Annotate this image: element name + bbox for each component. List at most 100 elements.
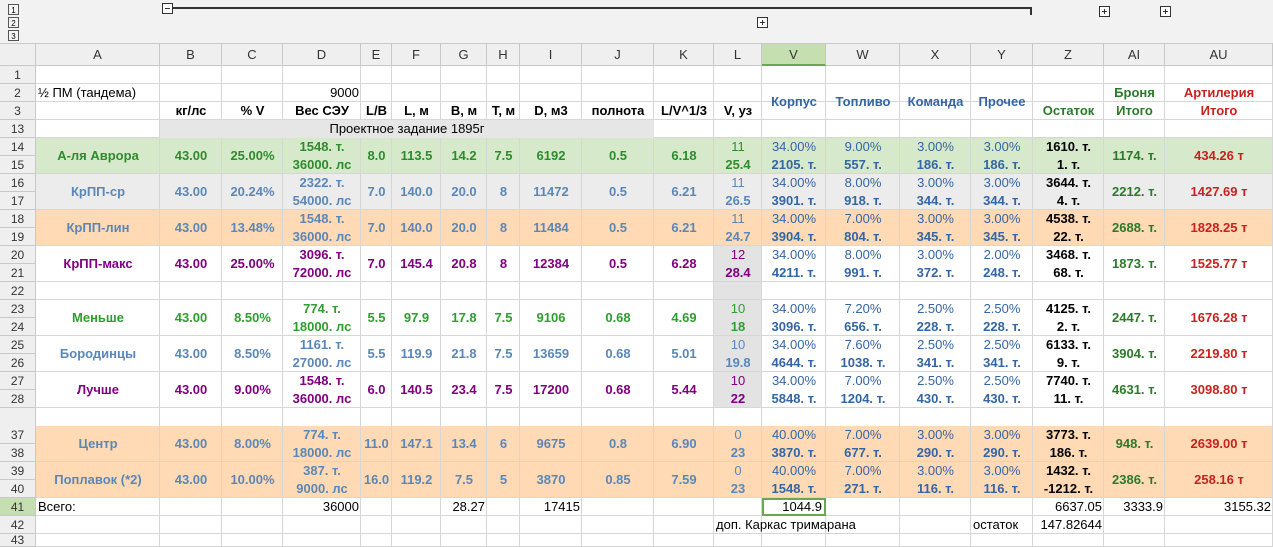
cell: 36000. лс	[292, 391, 352, 406]
cell: 10	[730, 373, 746, 388]
column-header[interactable]: A	[36, 44, 160, 66]
collapse-button[interactable]	[162, 3, 173, 14]
column-header[interactable]: V	[762, 44, 826, 66]
cell: 3098.80 т	[1190, 382, 1248, 397]
row-header[interactable]: 43	[0, 533, 36, 547]
row-header[interactable]: 13	[0, 120, 36, 138]
cell: 341. т.	[983, 355, 1021, 370]
column-header[interactable]: F	[392, 44, 441, 66]
cell: 290. т.	[983, 445, 1021, 460]
cell: 0.5	[608, 184, 628, 199]
corner	[0, 44, 36, 66]
cell: 8.0	[367, 148, 386, 163]
cell: 7.00%	[844, 427, 882, 442]
row-header[interactable]: 19	[0, 228, 36, 246]
row-header[interactable]: 16	[0, 174, 36, 192]
cell: 2219.80 т	[1190, 346, 1248, 361]
cell: 7740. т.	[1046, 373, 1091, 388]
column-header[interactable]: W	[826, 44, 900, 66]
column-header[interactable]: L	[714, 44, 762, 66]
row-header[interactable]: 39	[0, 462, 36, 480]
grid-line	[36, 497, 1273, 498]
row-header[interactable]: 38	[0, 444, 36, 462]
expand-button[interactable]	[1160, 6, 1171, 17]
row-header[interactable]: 42	[0, 516, 36, 534]
column-header[interactable]: Z	[1033, 44, 1104, 66]
cell-fill	[714, 318, 762, 336]
grid-line	[1103, 66, 1104, 547]
cell: 0.68	[605, 382, 631, 397]
cell: 11484	[533, 220, 569, 235]
row-header[interactable]: 41	[0, 498, 36, 516]
cell: 1038. т.	[840, 355, 886, 370]
group-level-button[interactable]: 2	[8, 17, 19, 28]
row-header[interactable]: 15	[0, 156, 36, 174]
group-level-button[interactable]: 1	[8, 4, 19, 15]
cell: 34.00%	[771, 247, 817, 262]
row-header[interactable]: 2	[0, 84, 36, 102]
row-header[interactable]: 21	[0, 264, 36, 282]
row-header[interactable]: 28	[0, 390, 36, 408]
note: остаток	[973, 517, 1019, 532]
column-header[interactable]: E	[361, 44, 392, 66]
row-header[interactable]: 37	[0, 426, 36, 444]
grid-line	[36, 407, 1273, 408]
cell: 2639.00 т	[1190, 436, 1248, 451]
row-header[interactable]: 22	[0, 282, 36, 300]
grid-line	[899, 66, 900, 547]
column-header[interactable]: D	[283, 44, 361, 66]
column-header[interactable]: I	[520, 44, 582, 66]
column-header[interactable]: Y	[971, 44, 1033, 66]
cell: 2.00%	[983, 247, 1021, 262]
grid-line	[519, 66, 520, 547]
cell: 3.00%	[983, 463, 1021, 478]
expand-button[interactable]	[1099, 6, 1110, 17]
grid-line	[653, 66, 654, 547]
cell: 7.20%	[844, 301, 882, 316]
ship-name: КрПП-ср	[70, 184, 126, 199]
row-fill	[36, 426, 1273, 462]
column-header[interactable]: AU	[1165, 44, 1273, 66]
cell-fill	[714, 282, 762, 300]
cell: 387. т.	[303, 463, 341, 478]
cell: 18000. лс	[292, 319, 352, 334]
row-header[interactable]: 40	[0, 480, 36, 498]
row-header[interactable]: 17	[0, 192, 36, 210]
column-header[interactable]: H	[487, 44, 520, 66]
column-header[interactable]: X	[900, 44, 971, 66]
row-header[interactable]: 24	[0, 318, 36, 336]
ship-name: Меньше	[72, 310, 124, 325]
column-header[interactable]: J	[582, 44, 654, 66]
row-header[interactable]: 20	[0, 246, 36, 264]
cell: 11	[731, 211, 745, 226]
row-header[interactable]: 3	[0, 102, 36, 120]
cell: 372. т.	[916, 265, 955, 280]
cell: 3096. т.	[771, 319, 817, 334]
column-header[interactable]: B	[160, 44, 222, 66]
row-header[interactable]: 26	[0, 354, 36, 372]
row-header[interactable]: 18	[0, 210, 36, 228]
row-header[interactable]: 23	[0, 300, 36, 318]
group-level-button[interactable]: 3	[8, 30, 19, 41]
column-title: полнота	[591, 103, 645, 118]
cell: 25.00%	[230, 256, 275, 271]
expand-button[interactable]	[757, 17, 768, 28]
row-header[interactable]: 1	[0, 66, 36, 84]
column-title: кг/лс	[175, 103, 207, 118]
row-header[interactable]: 25	[0, 336, 36, 354]
row-header[interactable]: 14	[0, 138, 36, 156]
column-header[interactable]: C	[222, 44, 283, 66]
cell: 8	[499, 220, 508, 235]
cell: 345. т.	[983, 229, 1021, 244]
total-value: 28.27	[452, 499, 485, 514]
column-header[interactable]: G	[441, 44, 487, 66]
cell: 7.0	[367, 220, 386, 235]
column-header[interactable]: K	[654, 44, 714, 66]
outline-line	[167, 7, 1031, 9]
cell: 21.8	[451, 346, 477, 361]
cell: 5.5	[367, 310, 386, 325]
row-header[interactable]: 27	[0, 372, 36, 390]
grid-line	[36, 137, 1273, 138]
cell: 341. т.	[916, 355, 955, 370]
column-header[interactable]: AI	[1104, 44, 1165, 66]
